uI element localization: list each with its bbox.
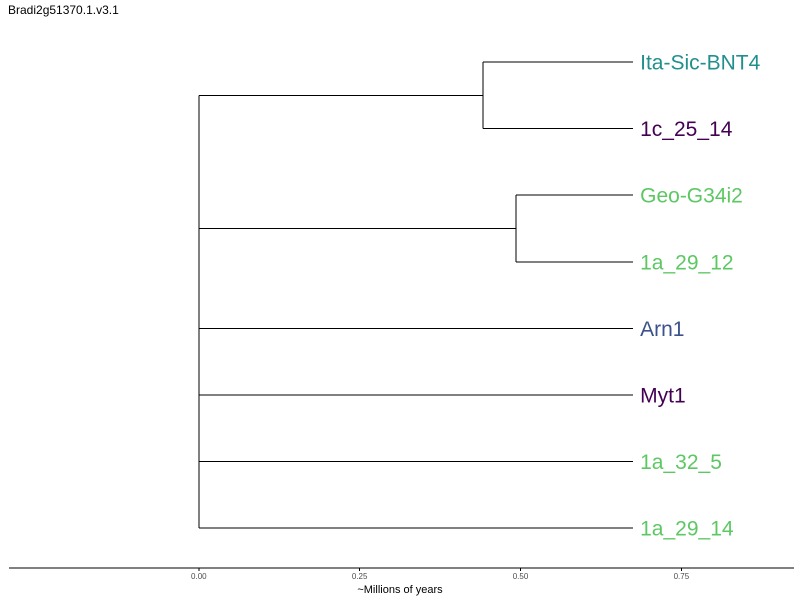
x-axis-title: ~Millions of years xyxy=(357,584,443,596)
tip-label: 1a_32_5 xyxy=(640,451,722,474)
x-tick-label: 0.75 xyxy=(674,572,690,581)
tip-label: Myt1 xyxy=(640,385,686,408)
chart-title: Bradi2g51370.1.v3.1 xyxy=(8,3,119,17)
tip-label: 1a_29_14 xyxy=(640,518,734,541)
tip-label: 1c_25_14 xyxy=(640,118,733,141)
x-tick-label: 0.50 xyxy=(513,572,529,581)
x-tick-label: 0.25 xyxy=(352,572,368,581)
tip-label: Ita-Sic-BNT4 xyxy=(640,52,761,75)
tip-label: 1a_29_12 xyxy=(640,251,733,274)
tip-label: Geo-G34i2 xyxy=(640,185,743,208)
tip-label: Arn1 xyxy=(640,318,684,341)
x-tick-label: 0.00 xyxy=(191,572,207,581)
